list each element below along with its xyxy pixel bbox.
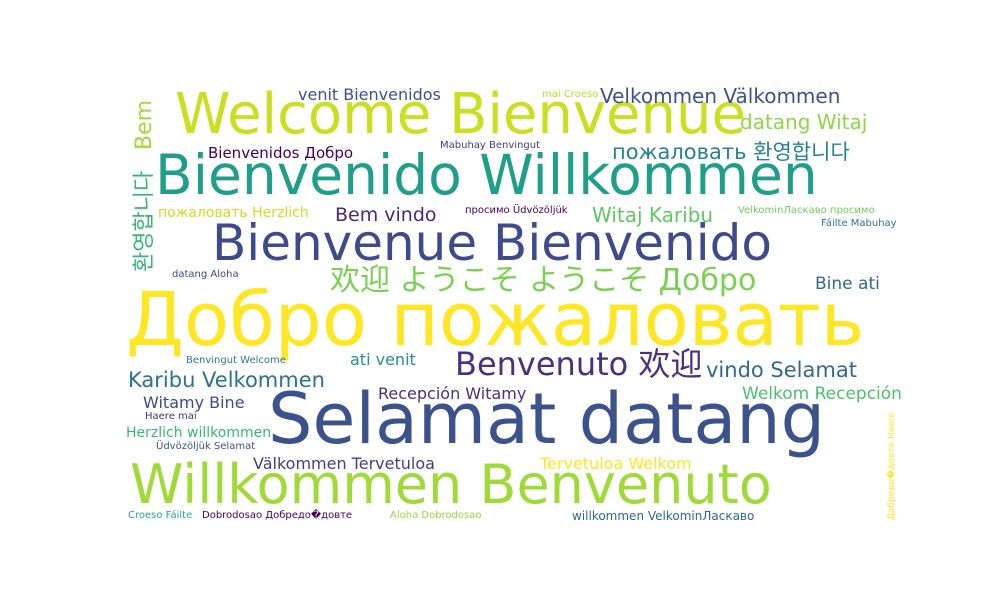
word-2: Willkommen Benvenuto	[130, 453, 772, 516]
word-9: datang Witaj	[740, 110, 868, 134]
word-31: VelkominЛаскаво просимо	[738, 205, 875, 216]
word-1: Selamat datang	[268, 378, 826, 460]
word-25: Tervetuloa Welkom	[540, 454, 692, 473]
word-18: vindo Selamat	[706, 358, 857, 382]
word-17: Karibu Velkommen	[128, 368, 325, 392]
word-27: 환영합니다	[132, 170, 157, 272]
word-4: Bienvenido Willkommen	[155, 143, 818, 207]
word-14: Bienvenidos Добро	[208, 144, 354, 162]
word-15: пожаловать Herzlich	[158, 205, 309, 221]
word-29: mai Croeso	[542, 89, 599, 100]
word-28: Mabuhay Benvingut	[440, 140, 540, 151]
word-38: Dobrodosao Добредо�довте	[202, 510, 353, 521]
word-23: Herzlich willkommen	[126, 425, 272, 441]
word-21: ati venit	[350, 350, 416, 369]
word-16: Bine ati	[815, 274, 880, 294]
word-12: Bem vindo	[335, 204, 437, 226]
word-33: datang Aloha	[172, 269, 239, 280]
word-36: Üdvözöljük Selamat	[156, 441, 256, 452]
word-26: Bem	[132, 99, 157, 150]
word-37: Croeso Fáilte	[128, 510, 193, 521]
word-39: Aloha Dobrodosao	[390, 510, 482, 521]
word-10: пожаловать 환영합니다	[612, 140, 850, 164]
word-19: Welkom Recepción	[742, 384, 902, 404]
word-34: Benvingut Welcome	[186, 355, 286, 366]
word-6: 欢迎 ようこそ ようこそ Добро	[330, 263, 757, 298]
word-7: Benvenuto 欢迎	[455, 345, 703, 383]
word-13: venit Bienvenidos	[298, 85, 441, 104]
word-32: Fáilte Mabuhay	[821, 218, 897, 229]
word-3: Welcome Bienvenue	[175, 82, 746, 147]
word-22: Witamy Bine	[143, 393, 245, 412]
word-35: Haere mai	[145, 411, 197, 422]
word-40: willkommen VelkominЛаскаво	[572, 509, 755, 523]
word-5: Bienvenue Bienvenido	[212, 214, 772, 272]
word-41: Добредо�довте Haere	[887, 412, 897, 520]
word-24: Välkommen Tervetuloa	[253, 454, 435, 473]
word-20: Recepción Witamy	[378, 384, 527, 403]
word-30: просимо Üdvözöljük	[465, 205, 568, 216]
word-11: Witaj Karibu	[592, 203, 714, 227]
word-0: Добро пожаловать	[126, 277, 865, 363]
word-8: Velkommen Välkommen	[600, 84, 841, 108]
